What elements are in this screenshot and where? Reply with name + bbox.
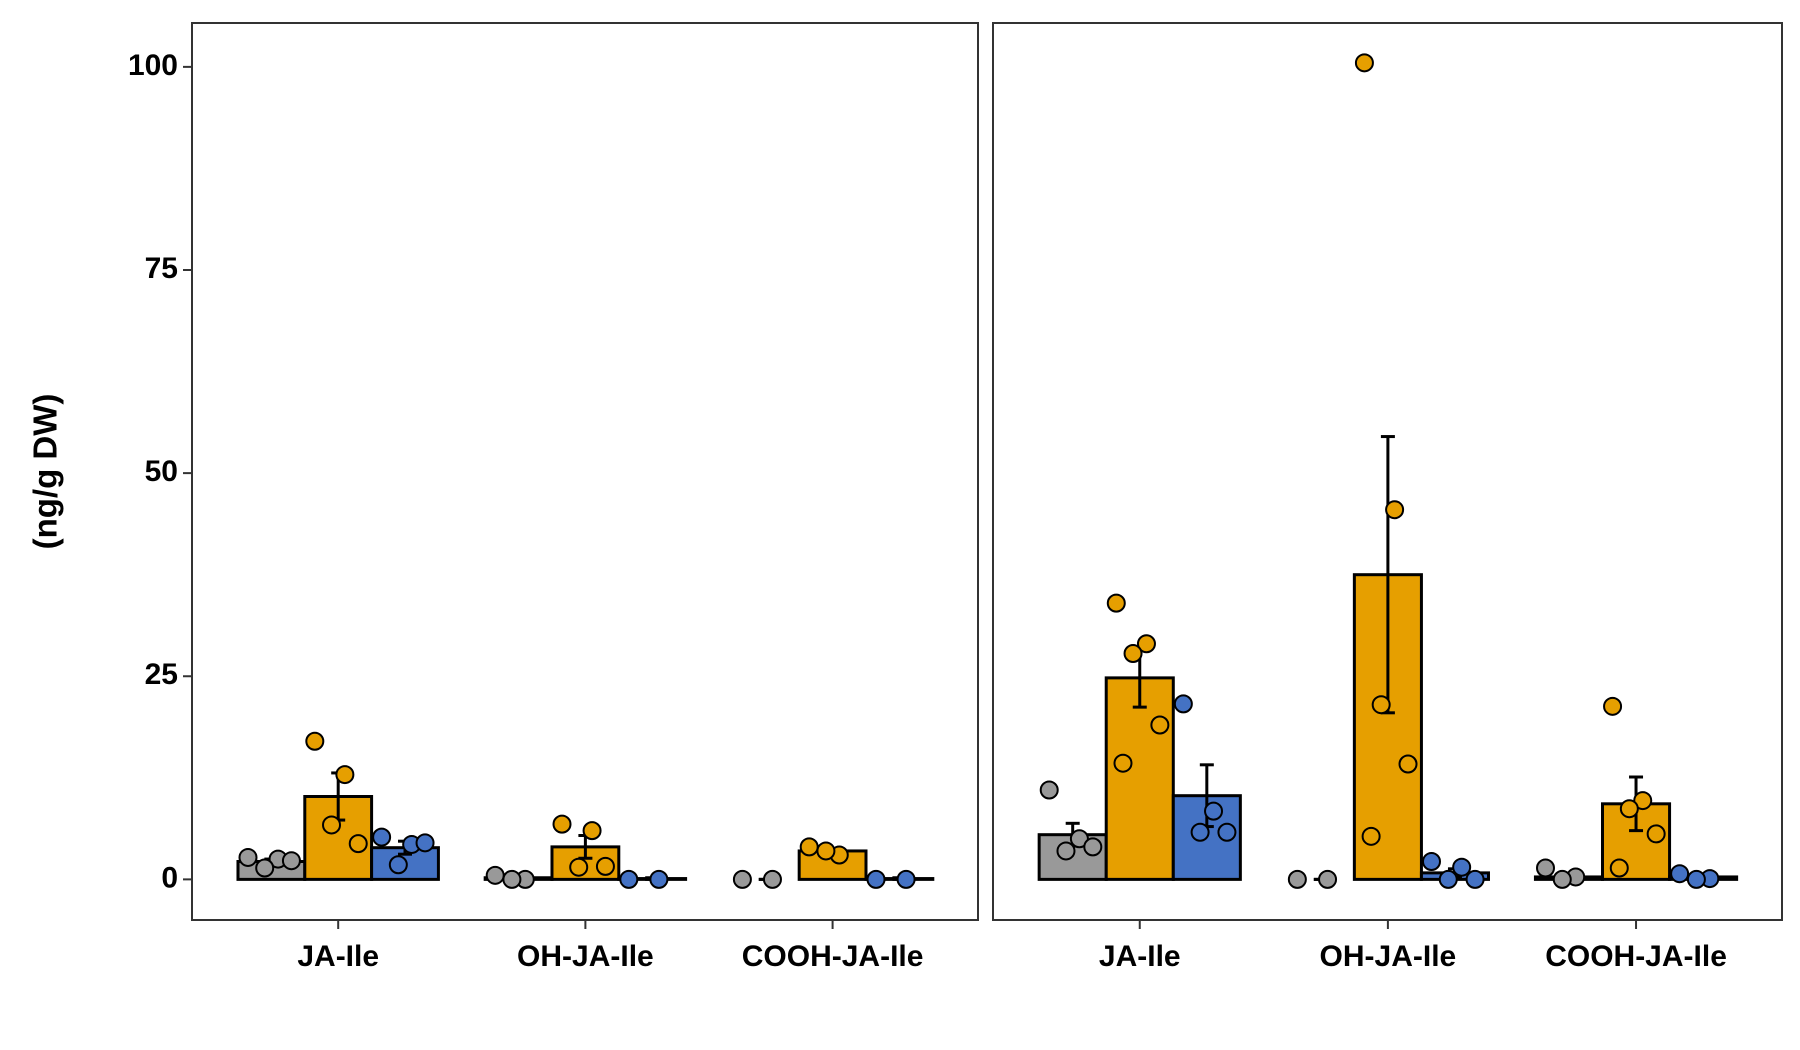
data-point: [1106, 593, 1126, 613]
data-point: [1083, 837, 1103, 857]
y-tick-label: 100: [128, 49, 178, 82]
data-point: [348, 834, 368, 854]
data-point: [1552, 869, 1572, 889]
data-point: [502, 869, 522, 889]
x-tick-label: COOH-JA-Ile: [1545, 940, 1727, 973]
data-point: [1136, 634, 1156, 654]
data-point: [1173, 694, 1193, 714]
data-point: [1421, 852, 1441, 871]
data-point: [1452, 857, 1472, 877]
data-point: [388, 855, 408, 875]
data-point: [305, 731, 325, 751]
data-point: [799, 837, 819, 857]
data-point: [1113, 753, 1133, 773]
data-point: [1465, 869, 1485, 889]
data-point: [1039, 780, 1059, 800]
x-tick-label: JA-Ile: [297, 940, 379, 973]
data-point: [335, 765, 355, 785]
data-point: [595, 856, 615, 876]
data-point: [816, 841, 836, 861]
data-point: [1318, 869, 1338, 889]
bar: [1104, 676, 1175, 881]
data-point: [1056, 841, 1076, 861]
data-point: [1217, 822, 1237, 842]
data-point: [415, 833, 435, 853]
data-point: [1670, 864, 1690, 884]
panel-frame: [191, 22, 979, 921]
data-point: [1609, 858, 1629, 878]
y-tick-label: 25: [145, 658, 178, 691]
data-point: [1190, 822, 1210, 842]
data-point: [582, 821, 602, 841]
data-point: [1371, 695, 1391, 715]
data-point: [281, 851, 301, 871]
data-point: [1354, 53, 1374, 73]
data-point: [1150, 715, 1170, 735]
data-point: [1619, 799, 1639, 819]
y-tick-label: 0: [161, 861, 178, 894]
data-point: [569, 857, 589, 877]
data-point: [1603, 696, 1623, 716]
data-point: [485, 865, 505, 885]
data-point: [1646, 824, 1666, 844]
x-tick-label: OH-JA-Ile: [517, 940, 654, 973]
data-point: [552, 814, 572, 834]
data-point: [1398, 754, 1418, 774]
data-point: [1438, 869, 1458, 889]
data-point: [732, 869, 752, 889]
x-tick-label: JA-Ile: [1099, 940, 1181, 973]
data-point: [866, 869, 886, 889]
data-point: [1361, 826, 1381, 846]
data-point: [1123, 644, 1143, 663]
data-point: [238, 847, 258, 867]
y-axis-label: (ng/g DW): [27, 394, 64, 550]
data-point: [1686, 869, 1706, 889]
data-point: [619, 869, 639, 889]
y-tick-label: 50: [145, 455, 178, 488]
data-point: [896, 869, 916, 889]
y-tick-label: 75: [145, 252, 178, 285]
data-point: [1535, 858, 1555, 878]
data-point: [255, 858, 275, 878]
data-point: [762, 869, 782, 889]
data-point: [372, 827, 392, 847]
data-point: [1385, 500, 1405, 520]
data-point: [322, 815, 342, 835]
x-tick-label: COOH-JA-Ile: [742, 940, 924, 973]
x-tick-label: OH-JA-Ile: [1320, 940, 1457, 973]
data-point: [1204, 801, 1224, 821]
data-point: [649, 869, 669, 889]
data-point: [1287, 869, 1307, 889]
